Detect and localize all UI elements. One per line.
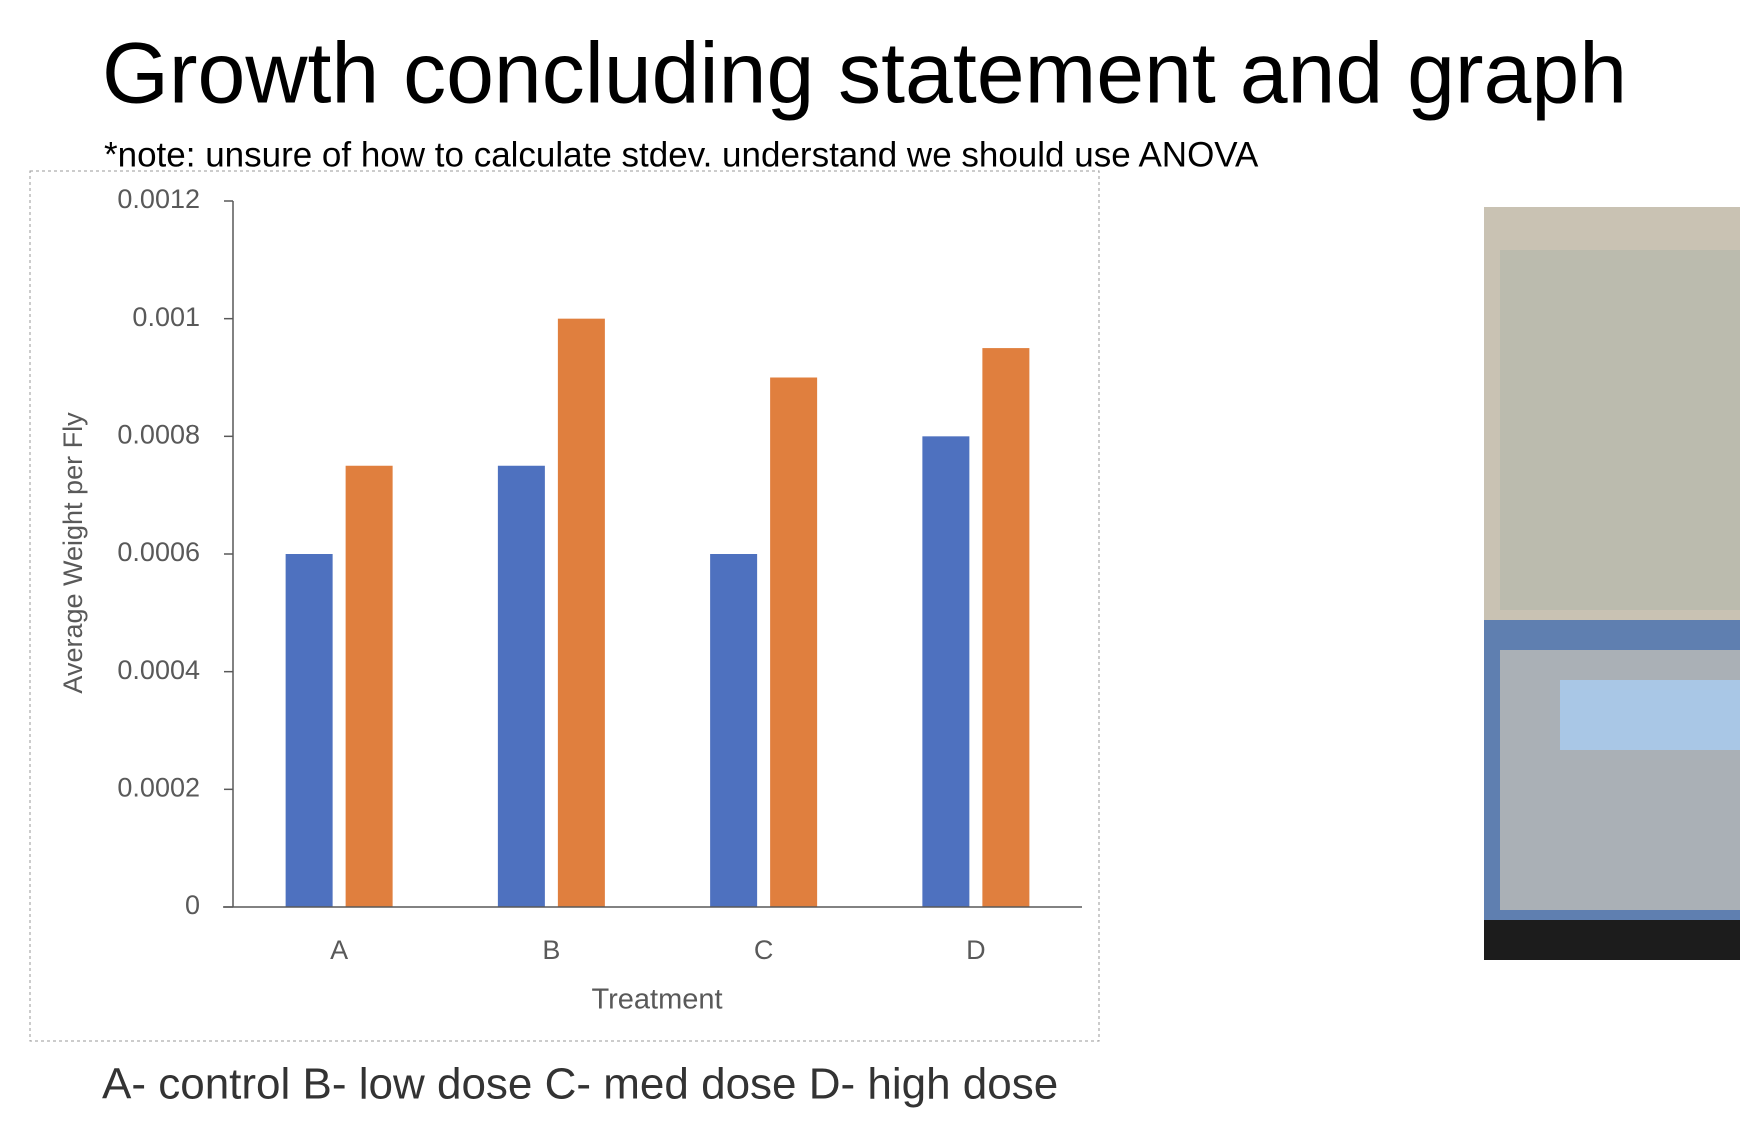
caption: A- control B- low dose C- med dose D- hi… (102, 1060, 1058, 1109)
slide-title: Growth concluding statement and graph (102, 26, 1627, 122)
bar (345, 465, 393, 907)
x-tick-label: B (542, 935, 560, 965)
y-tick-label: 0 (185, 890, 200, 920)
bar (770, 377, 818, 907)
x-tick-label: A (330, 935, 348, 965)
bar (922, 436, 970, 907)
x-tick-label: C (754, 935, 774, 965)
x-axis-label: Treatment (591, 984, 722, 1016)
note: *note: unsure of how to calculate stdev.… (104, 135, 1259, 174)
y-tick-label: 0.0006 (117, 537, 200, 567)
y-tick-label: 0.001 (132, 302, 200, 332)
chart-frame (29, 170, 1100, 1042)
photo (1484, 207, 1740, 960)
y-tick-label: 0.0004 (117, 655, 200, 685)
x-tick-label: D (966, 935, 986, 965)
y-axis-label: Average Weight per Fly (58, 412, 88, 694)
bar (557, 318, 605, 908)
y-tick-label: 0.0002 (117, 772, 200, 802)
bar (497, 465, 545, 907)
bar (710, 554, 758, 907)
bar (285, 554, 333, 907)
y-tick-label: 0.0008 (117, 419, 200, 449)
y-tick-label: 0.0012 (117, 184, 200, 214)
bar (982, 348, 1030, 907)
